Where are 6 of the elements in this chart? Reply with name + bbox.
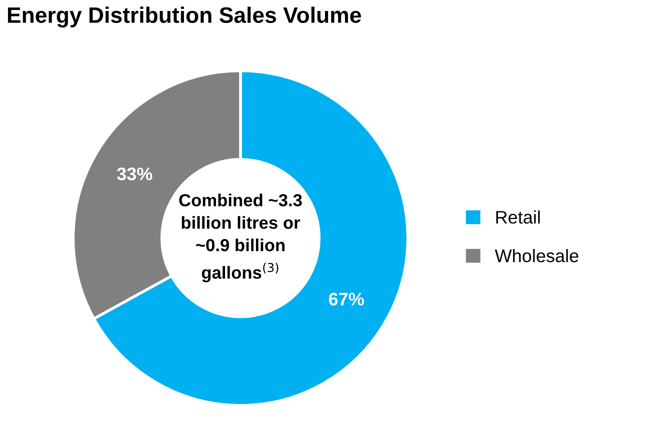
chart-title: Energy Distribution Sales Volume bbox=[8, 6, 361, 28]
legend-label: Wholesale bbox=[494, 249, 578, 262]
data-label: 67% bbox=[328, 292, 364, 306]
text: Combined ~3.3 billion litres or ~0.9 billion gallons$^{(3)}$ bbox=[179, 194, 302, 282]
data-label: 33% bbox=[116, 168, 152, 180]
legend-label: Retail bbox=[496, 210, 540, 224]
